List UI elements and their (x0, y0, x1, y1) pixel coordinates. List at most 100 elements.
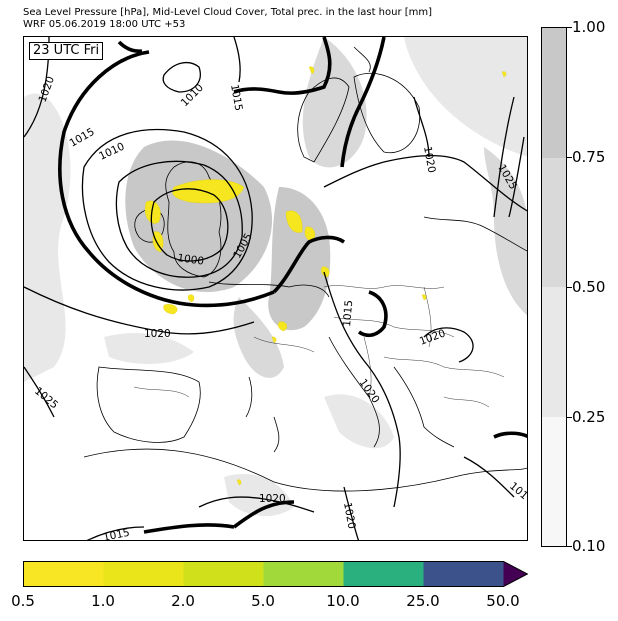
precip-colorbar-extend-arrow (503, 561, 528, 587)
precip-cell (321, 266, 330, 278)
border (443, 396, 490, 408)
coastline (297, 77, 350, 163)
isobar-label: 1020 (144, 328, 171, 340)
isobar-1013 (143, 523, 235, 534)
isobar (493, 96, 515, 218)
precip-colorbar-label: 50.0 (486, 592, 520, 610)
cloud-colorbar-label: 1.00 (572, 18, 606, 36)
coastline (96, 366, 201, 443)
isobar-label: 1015 (228, 83, 244, 111)
precip-colorbar-outline (23, 561, 528, 587)
border (363, 336, 372, 398)
cloud-colorbar-tick (567, 157, 572, 158)
coastline (165, 161, 222, 278)
cloud-colorbar-segment (542, 287, 566, 417)
isobar (86, 526, 145, 540)
precipitation-colorbar (23, 561, 528, 587)
precip-cell (187, 294, 195, 303)
isobar-1013 (233, 37, 332, 95)
precip-cell (236, 479, 242, 486)
cloud-area (233, 297, 284, 378)
precip-colorbar-segment (103, 561, 184, 587)
isobar (508, 136, 525, 218)
precip-cell (152, 231, 164, 253)
chart-title: Sea Level Pressure [hPa], Mid-Level Clou… (23, 7, 433, 18)
isobar-1013 (58, 50, 275, 308)
cloud-area (302, 37, 367, 168)
precip-colorbar-segment (23, 561, 104, 587)
cloud-colorbar-tick (567, 546, 572, 547)
coastline (83, 448, 527, 492)
border (133, 386, 190, 398)
coastline (245, 376, 253, 418)
precip-cell (271, 336, 277, 344)
isobar (413, 96, 430, 158)
coastline (393, 366, 455, 448)
border (253, 336, 315, 353)
precip-colorbar-label: 5.0 (251, 592, 275, 610)
precip-cell (285, 210, 303, 233)
precip-cell (501, 71, 507, 78)
cloud-cover-layer (24, 37, 527, 517)
isobar (24, 286, 255, 335)
cloud-colorbar-segment (542, 157, 566, 287)
precip-colorbar-segment (343, 561, 424, 587)
precip-colorbar-segment (183, 561, 264, 587)
cloud-colorbar-segment (542, 416, 566, 546)
isobar-label: 1020 (259, 493, 286, 505)
precip-cell (172, 179, 245, 204)
coastline (273, 416, 280, 453)
isobar-1013 (493, 431, 527, 439)
isobar-1013 (272, 235, 346, 294)
cloud-cover-colorbar (541, 27, 567, 547)
coastline (353, 46, 371, 73)
isobar-1013 (357, 290, 388, 338)
weather-map: 1020 1010 1015 1015 1010 1005 1000 1020 … (23, 36, 528, 541)
precip-cell (308, 66, 315, 75)
cloud-colorbar-segment (542, 28, 566, 158)
isobar-label: 1015 (102, 527, 131, 541)
isobar-label: 1020 (421, 145, 437, 173)
isobar (162, 61, 201, 93)
border (383, 356, 505, 378)
isobar-label: 101 (507, 480, 528, 502)
isobar (323, 271, 401, 508)
precip-cell (421, 294, 427, 301)
precip-colorbar-label: 0.5 (11, 592, 35, 610)
isobar-label: 1000 (177, 252, 205, 268)
cloud-area (484, 147, 527, 316)
isobar (463, 456, 515, 498)
isobar-layer-thick (58, 37, 527, 534)
precipitation-layer (144, 66, 507, 486)
valid-time-label: 23 UTC Fri (29, 42, 104, 60)
precip-colorbar-label: 1.0 (91, 592, 115, 610)
map-canvas: 1020 1010 1015 1015 1010 1005 1000 1020 … (24, 37, 528, 541)
border (423, 286, 432, 348)
border (323, 285, 445, 289)
isobar (115, 160, 243, 278)
isobar-1013 (232, 500, 295, 529)
cloud-area (104, 332, 194, 364)
isobar-1013 (340, 37, 386, 168)
coastline (423, 216, 527, 252)
isobar (423, 327, 474, 363)
cloud-area (324, 394, 394, 449)
isobar-label: 1020 (341, 501, 357, 529)
isobar-label: 1020 (418, 327, 447, 347)
isobar-label: 1015 (68, 126, 97, 150)
cloud-colorbar-label: 0.75 (572, 148, 606, 166)
border (333, 316, 455, 338)
chart-subtitle: WRF 05.06.2019 18:00 UTC +53 (23, 19, 186, 30)
isobar-1013 (117, 40, 143, 53)
coastline (353, 73, 421, 154)
cloud-colorbar-label: 0.50 (572, 278, 606, 296)
precip-colorbar-segment (423, 561, 504, 587)
cloud-colorbar-tick (567, 417, 572, 418)
isobar (323, 154, 527, 212)
isobar (233, 37, 241, 83)
isobar (343, 486, 360, 540)
precip-colorbar-segment (263, 561, 344, 587)
isobar-label: 1020 (37, 75, 57, 104)
isobar (81, 128, 253, 291)
precip-colorbar-label: 10.0 (326, 592, 360, 610)
